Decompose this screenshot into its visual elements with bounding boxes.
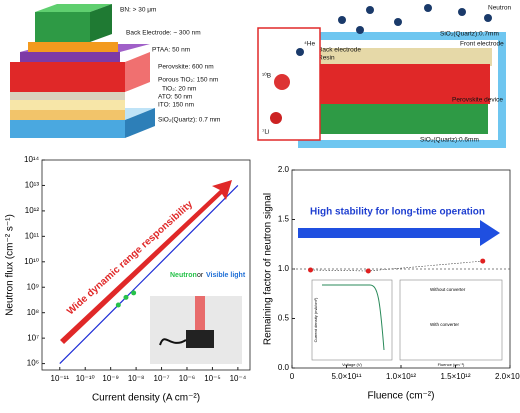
detector-label: Back electrode [318, 47, 361, 54]
data-point [115, 302, 121, 308]
annotation: With converter [430, 322, 460, 327]
y-tick-label: 2.0 [278, 165, 290, 174]
x-tick-label: 10⁻⁷ [154, 374, 170, 383]
annotation: or [197, 272, 204, 279]
stack-label: PTAA: 50 nm [152, 47, 190, 54]
y-tick-label: 10¹¹ [25, 231, 40, 240]
data-point [365, 268, 371, 274]
y-tick-label: 10⁸ [27, 308, 39, 317]
data-point [123, 294, 129, 300]
annotation: High stability for long-time operation [310, 207, 485, 218]
x-tick-label: 2.0×10¹² [495, 372, 520, 381]
device-stack: BN: > 30 μm Back Electrode: ~ 300 nm PTA… [10, 4, 220, 138]
x-tick-label: 5.0×10¹¹ [331, 372, 361, 381]
layer [35, 4, 112, 12]
detector-diagram: Neutron SiO₂(Quartz):0.7mm Back electrod… [257, 4, 512, 148]
x-tick-label: 1.5×10¹² [440, 372, 470, 381]
detector-label: SiO₂(Quartz):0.7mm [440, 31, 499, 38]
x-tick-label: 1.0×10¹² [386, 372, 416, 381]
reaction-label: ⁴He [304, 41, 315, 48]
y-tick-label: 10¹² [25, 206, 40, 215]
stack-label: TiO₂: 20 nm [162, 86, 196, 93]
stack-label: ATO: 50 nm [158, 94, 192, 101]
x-tick-label: 10⁻⁹ [102, 374, 119, 383]
device [186, 330, 214, 348]
series-line [310, 260, 483, 272]
annotation: Fluence (cm⁻²) [438, 362, 465, 367]
y-tick-label: 0.5 [278, 314, 290, 323]
x-axis-label: Fluence (cm⁻²) [368, 391, 435, 402]
plot-frame [41, 159, 251, 371]
layer [10, 92, 125, 100]
annotation: Current density (mA/cm²) [313, 297, 318, 342]
y-tick-label: 10⁷ [27, 333, 39, 342]
stack-label: Back Electrode: ~ 300 nm [126, 30, 201, 37]
resin [312, 48, 492, 66]
inset-panel [399, 279, 503, 361]
inset-curve [322, 284, 385, 351]
layer [28, 42, 118, 52]
light-beam [195, 296, 205, 336]
series-line [59, 185, 239, 365]
layer [10, 120, 125, 138]
y-tick-label: 10¹⁴ [24, 155, 40, 164]
helium [296, 48, 304, 56]
layer [125, 52, 150, 92]
detector-label: Neutron [488, 5, 512, 12]
perovskite [315, 64, 490, 104]
data-point [308, 267, 314, 273]
arrow [298, 220, 500, 246]
x-tick-label: 10⁻⁸ [128, 374, 145, 383]
boron [274, 74, 290, 90]
x-axis-label: Current density (A cm⁻²) [92, 393, 200, 404]
layer [35, 12, 90, 42]
bn-lattice [318, 104, 488, 134]
data-point [131, 290, 137, 296]
y-tick-label: 0.0 [278, 363, 290, 372]
annotation: Voltage (V) [342, 362, 362, 367]
data-point [480, 258, 486, 264]
y-tick-label: 1.5 [278, 215, 290, 224]
y-tick-label: 1.0 [278, 264, 290, 273]
x-tick-label: 10⁻⁵ [204, 374, 220, 383]
x-tick-label: 10⁻¹¹ [51, 374, 70, 383]
x-tick-label: 10⁻⁴ [230, 374, 247, 383]
photo-inset [150, 296, 242, 364]
detector-label: Resin [318, 55, 335, 62]
stack-label: BN: > 30 μm [120, 7, 156, 14]
detector-label: Perovskite device [452, 97, 503, 104]
lithium [270, 112, 282, 124]
x-tick-label: 10⁻¹⁰ [76, 374, 95, 383]
x-tick-label: 10⁻⁶ [179, 374, 195, 383]
layer [10, 100, 125, 110]
y-tick-label: 10¹³ [25, 181, 40, 190]
stack-label: Perovskite: 600 nm [158, 64, 214, 71]
y-tick-label: 10⁶ [27, 359, 39, 368]
stack-label: ITO: 150 nm [158, 102, 194, 109]
layer [90, 4, 112, 42]
layer [10, 62, 125, 92]
reaction-label: ⁷Li [262, 129, 269, 136]
inset-panel [311, 279, 393, 361]
y-tick-label: 10⁹ [27, 282, 39, 291]
reaction-label: ¹⁰B [262, 72, 271, 80]
layer [10, 110, 125, 120]
neutrons [338, 4, 492, 34]
annotation: Visible light [206, 272, 246, 279]
stack-label: Porous TiO₂: 150 nm [158, 77, 218, 84]
y-axis-label: Neutron flux (cm⁻² s⁻¹) [5, 214, 16, 316]
annotation: Neutron [170, 272, 197, 279]
y-tick-label: 10¹⁰ [24, 257, 39, 266]
layer [125, 108, 155, 138]
cable [159, 338, 187, 346]
stack-label: SiO₂(Quartz): 0.7 mm [158, 117, 220, 124]
arrow [60, 180, 232, 344]
x-tick-label: 0 [290, 372, 295, 381]
detector-label: SiO₂(Quartz):0.6mm [420, 137, 479, 144]
y-axis-label: Remaining factor of neutron signal [263, 193, 274, 345]
annotation: Without converter [430, 287, 466, 292]
detector-label: Front electrode [460, 41, 504, 48]
layer [20, 52, 120, 62]
